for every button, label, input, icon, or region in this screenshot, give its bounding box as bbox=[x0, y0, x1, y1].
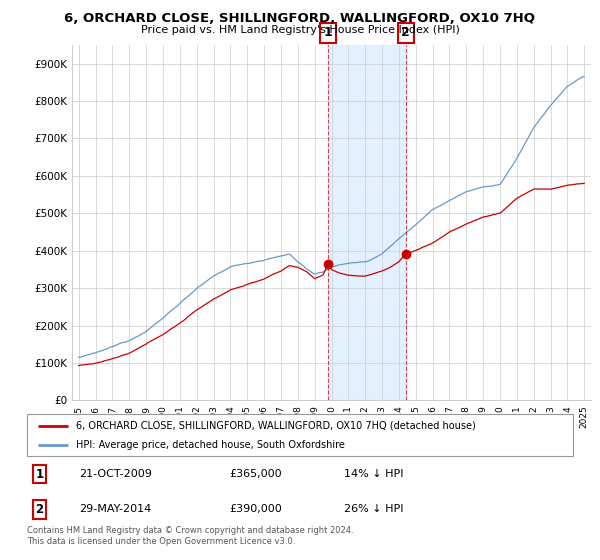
Text: 2: 2 bbox=[35, 503, 43, 516]
Text: 21-OCT-2009: 21-OCT-2009 bbox=[79, 469, 152, 479]
Text: £365,000: £365,000 bbox=[229, 469, 281, 479]
Text: 14% ↓ HPI: 14% ↓ HPI bbox=[344, 469, 403, 479]
Text: 26% ↓ HPI: 26% ↓ HPI bbox=[344, 505, 403, 515]
Text: 1: 1 bbox=[324, 26, 332, 39]
Text: 1: 1 bbox=[35, 468, 43, 480]
Text: 6, ORCHARD CLOSE, SHILLINGFORD, WALLINGFORD, OX10 7HQ (detached house): 6, ORCHARD CLOSE, SHILLINGFORD, WALLINGF… bbox=[76, 421, 476, 431]
Text: 2: 2 bbox=[401, 26, 410, 39]
Text: 29-MAY-2014: 29-MAY-2014 bbox=[79, 505, 151, 515]
Text: Price paid vs. HM Land Registry's House Price Index (HPI): Price paid vs. HM Land Registry's House … bbox=[140, 25, 460, 35]
Text: £390,000: £390,000 bbox=[229, 505, 282, 515]
Text: 6, ORCHARD CLOSE, SHILLINGFORD, WALLINGFORD, OX10 7HQ: 6, ORCHARD CLOSE, SHILLINGFORD, WALLINGF… bbox=[65, 12, 536, 25]
Text: HPI: Average price, detached house, South Oxfordshire: HPI: Average price, detached house, Sout… bbox=[76, 440, 345, 450]
FancyBboxPatch shape bbox=[27, 414, 573, 456]
Bar bbox=[328, 45, 406, 400]
Text: Contains HM Land Registry data © Crown copyright and database right 2024.
This d: Contains HM Land Registry data © Crown c… bbox=[27, 526, 353, 546]
